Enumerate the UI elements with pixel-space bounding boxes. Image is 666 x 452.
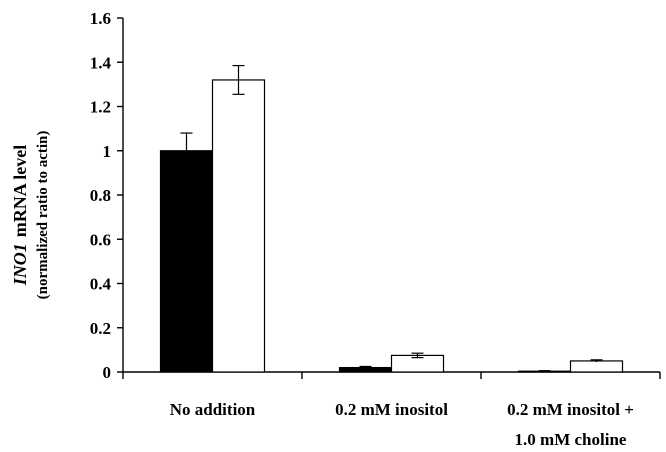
category-label: 0.2 mM inositol	[335, 400, 448, 419]
bar-series-2-cat-3	[569, 360, 624, 373]
y-tick-label: 1.4	[90, 53, 112, 72]
category-label: No addition	[170, 400, 256, 419]
error-bar-series-1-cat-1	[180, 132, 193, 170]
x-axis	[122, 371, 661, 379]
y-axis: 0 0.2 0.4 0.6 0.8 1 1.2 1.4 1.6	[90, 9, 124, 382]
bar-series-2-cat-1	[211, 79, 266, 373]
error-bar-series-2-cat-2	[411, 352, 424, 359]
y-tick-label: 1.6	[90, 9, 111, 28]
y-tick-label: 0.8	[90, 186, 111, 205]
y-axis-title-gene: INO1	[10, 243, 30, 286]
y-tick-label: 0.6	[90, 230, 111, 249]
y-tick-label: 1	[103, 142, 112, 161]
error-bar-series-1-cat-3	[538, 370, 551, 372]
y-tick-label: 0.2	[90, 319, 111, 338]
y-tick-label: 1.2	[90, 98, 111, 117]
y-axis-title-line1: INO1 mRNA level	[10, 145, 30, 287]
error-bar-series-1-cat-2	[359, 365, 372, 369]
y-axis-title-line2: (normalized ratio to actin)	[35, 131, 51, 300]
category-labels: No addition 0.2 mM inositol 0.2 mM inosito…	[170, 400, 634, 449]
error-bars	[180, 64, 603, 372]
y-axis-title: INO1 mRNA level (normalized ratio to acti…	[10, 131, 51, 300]
y-tick-label: 0.4	[90, 275, 112, 294]
y-axis-title-line1-rest: mRNA level	[10, 145, 30, 237]
bars	[159, 79, 624, 373]
category-label: 1.0 mM choline	[515, 430, 627, 449]
y-tick-label: 0	[103, 363, 112, 382]
category-label: 0.2 mM inositol +	[507, 400, 634, 419]
error-bar-series-2-cat-3	[590, 359, 603, 363]
bar-series-1-cat-1	[159, 150, 214, 373]
error-bar-series-2-cat-1	[232, 64, 245, 95]
